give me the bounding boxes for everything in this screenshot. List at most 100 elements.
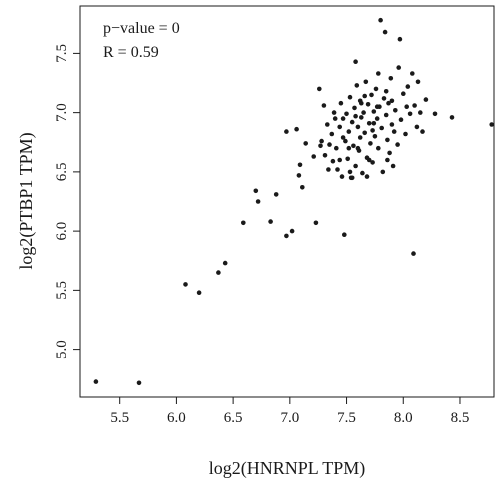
data-point [313, 220, 319, 226]
y-axis-title: log2(PTBP1 TPM) [16, 132, 37, 269]
data-point [255, 199, 261, 204]
data-point [385, 157, 390, 163]
data-point [432, 111, 438, 117]
data-point [415, 79, 421, 85]
data-point [376, 145, 381, 151]
data-point [268, 219, 273, 224]
data-point [389, 98, 395, 104]
data-point [337, 157, 343, 163]
data-point [411, 251, 416, 256]
data-point [294, 126, 299, 132]
data-point [376, 71, 381, 76]
data-point [418, 110, 423, 115]
x-tick-label: 7.0 [280, 410, 299, 426]
data-point [401, 91, 406, 96]
data-point [374, 116, 380, 121]
data-point [297, 162, 303, 168]
data-point [361, 110, 366, 115]
x-tick-label: 7.5 [337, 410, 356, 426]
data-point [319, 138, 324, 144]
data-point [362, 130, 368, 136]
data-point [396, 65, 402, 70]
data-point [368, 141, 373, 146]
data-point [332, 116, 338, 121]
data-point [359, 115, 364, 120]
data-point [321, 103, 327, 108]
data-point [347, 94, 353, 100]
data-point [404, 104, 410, 109]
data-point [391, 129, 397, 134]
data-point [355, 145, 361, 151]
data-point [379, 125, 385, 131]
data-point [136, 380, 142, 386]
data-point [403, 131, 408, 137]
data-point [371, 121, 377, 126]
x-tick-label: 6.0 [167, 410, 186, 426]
data-point [449, 115, 455, 120]
data-point [366, 121, 372, 126]
data-point [388, 76, 394, 81]
data-point [383, 112, 389, 118]
data-point [390, 163, 396, 169]
data-point [338, 100, 344, 106]
data-point [296, 173, 302, 178]
data-point [303, 141, 309, 146]
y-tick-label: 5.5 [54, 281, 70, 300]
data-point [347, 169, 353, 175]
data-point [370, 160, 375, 165]
data-point [354, 83, 360, 88]
data-point [352, 105, 357, 111]
data-point [253, 188, 259, 194]
data-point [311, 154, 317, 159]
data-point [344, 111, 349, 117]
data-point [340, 135, 346, 140]
data-point [398, 117, 404, 122]
data-point [317, 86, 322, 92]
data-point [420, 129, 425, 134]
annotation-p-value: p−value = 0 [103, 20, 180, 37]
data-point [366, 157, 372, 163]
data-point [387, 150, 392, 156]
data-point [385, 137, 390, 143]
data-point [386, 100, 391, 106]
data-point [353, 59, 358, 64]
data-point [337, 124, 343, 130]
data-points [93, 17, 495, 386]
x-tick-label: 8.5 [451, 410, 470, 426]
data-point [364, 174, 370, 179]
data-point [365, 102, 371, 107]
data-point [331, 110, 337, 115]
data-point [371, 109, 377, 114]
data-point [241, 220, 246, 226]
data-point [382, 29, 388, 35]
data-point [93, 379, 99, 384]
data-point [216, 270, 221, 275]
data-point [284, 233, 289, 239]
x-axis-title: log2(HNRNPL TPM) [209, 458, 366, 479]
data-point [222, 260, 228, 266]
data-point [345, 156, 351, 162]
data-point [284, 129, 289, 134]
data-point [380, 169, 386, 175]
data-point [349, 175, 355, 181]
data-point [423, 97, 429, 102]
x-tick-label: 8.0 [394, 410, 413, 426]
data-point [183, 282, 188, 287]
data-point [346, 129, 352, 134]
data-point [355, 124, 361, 130]
x-tick-label: 5.5 [110, 410, 129, 426]
y-tick-label: 6.0 [54, 222, 70, 241]
data-point [353, 113, 358, 119]
x-axis: 5.5 6.0 6.5 7.0 7.5 8.0 8.5 [110, 397, 469, 426]
data-point [414, 124, 420, 130]
data-point [407, 111, 413, 117]
data-point [349, 119, 355, 125]
data-point [412, 103, 417, 108]
data-point [357, 135, 363, 140]
data-point [342, 232, 347, 237]
data-point [389, 122, 395, 127]
data-point [326, 167, 331, 172]
data-point [340, 116, 346, 121]
data-point [329, 131, 335, 137]
